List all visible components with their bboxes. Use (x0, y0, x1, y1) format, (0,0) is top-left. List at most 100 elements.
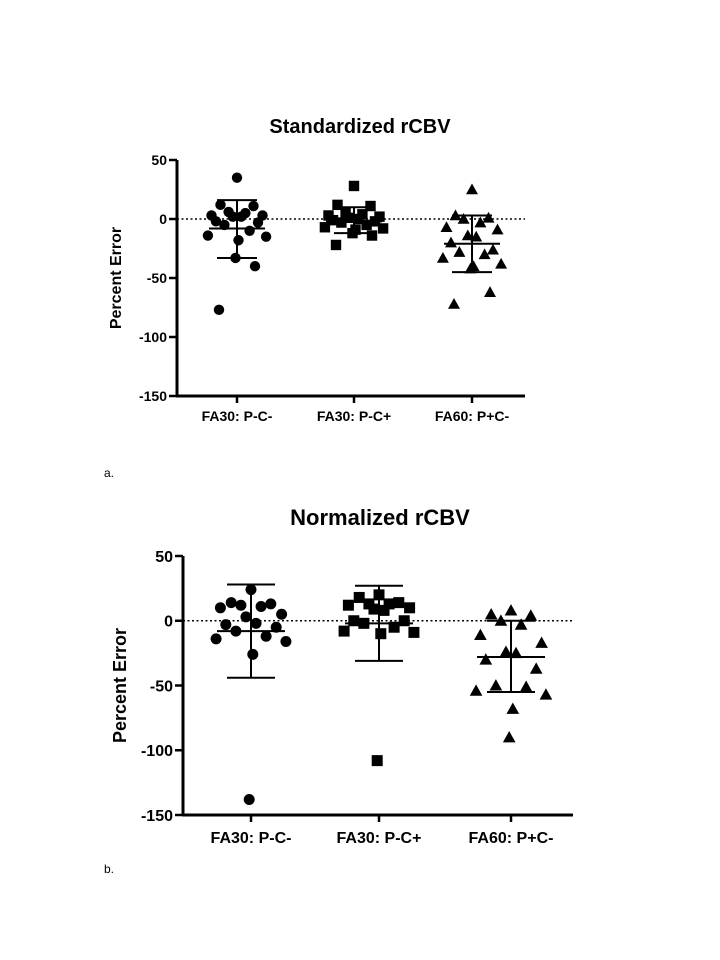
data-point-square (408, 626, 420, 638)
data-point-square (373, 589, 385, 601)
data-point-triangle (436, 251, 449, 263)
data-point-square (330, 239, 342, 251)
data-point-triangle (529, 662, 543, 674)
data-point-triangle (478, 248, 491, 260)
data-point-triangle (449, 209, 462, 221)
y-tick-label: -50 (147, 270, 167, 286)
data-point-square (388, 621, 400, 633)
data-point-triangle (474, 216, 487, 228)
data-point-circle (244, 225, 255, 236)
data-point-square (336, 217, 347, 228)
data-point-square (332, 199, 343, 211)
data-point-triangle (495, 257, 508, 269)
data-point-triangle (524, 609, 538, 621)
data-point-circle (260, 630, 272, 642)
data-point-square (342, 599, 354, 611)
y-tick-label: -100 (139, 329, 167, 345)
data-point-square (369, 216, 381, 227)
data-point-circle (245, 584, 257, 596)
y-axis-label: Percent Error (108, 227, 125, 329)
data-point-square (361, 219, 372, 231)
y-tick-label: 50 (155, 549, 173, 566)
x-tick-label: FA60: P+C- (435, 408, 510, 424)
x-tick-label: FA30: P-C- (211, 830, 292, 847)
data-point-triangle (491, 223, 504, 235)
data-point-triangle (448, 297, 460, 309)
data-point-triangle (514, 618, 528, 630)
data-point-square (365, 200, 376, 212)
chart-standardized-rcbv: Standardized rCBV 50 0 -50 -100 -150 Percent E… (108, 116, 525, 424)
data-point-triangle (479, 653, 493, 665)
data-point-square (377, 223, 389, 234)
chart-title: Standardized rCBV (269, 116, 451, 138)
data-point-square (353, 591, 365, 603)
data-point-circle (250, 617, 262, 629)
data-point-circle (210, 216, 222, 227)
data-point-circle (230, 625, 242, 637)
caption-b: b. (104, 862, 115, 876)
data-point-circle (243, 793, 255, 805)
x-tick-label: FA30: P-C+ (337, 830, 422, 847)
data-point-circle (265, 598, 277, 610)
y-tick-label: 0 (164, 614, 173, 631)
data-point-circle (249, 261, 261, 272)
data-point-square (338, 625, 350, 637)
data-point-square (348, 615, 360, 627)
data-point-triangle (535, 636, 548, 648)
chart-normalized-rcbv: Normalized rCBV 50 0 -50 -100 -150 Percent Err… (110, 505, 573, 847)
data-point-square (319, 222, 331, 233)
data-point-triangle (469, 684, 483, 696)
y-tick-label: -150 (139, 388, 167, 404)
data-point-triangle (464, 262, 477, 274)
data-point-square (353, 213, 364, 225)
data-point-triangle (487, 243, 499, 255)
data-point-triangle (457, 213, 470, 224)
data-point-circle (214, 602, 226, 614)
data-point-square (344, 212, 355, 224)
data-point-circle (210, 633, 222, 645)
data-point-square (368, 603, 380, 615)
data-point-triangle (494, 614, 508, 626)
data-point-square (366, 230, 378, 241)
data-point-square (398, 615, 410, 627)
data-point-circle (235, 599, 247, 611)
data-point-triangle (482, 211, 495, 223)
x-tick-label: FA30: P-C+ (317, 408, 391, 424)
data-point-circle (215, 199, 226, 211)
caption-a: a. (104, 466, 115, 480)
data-point-square (358, 617, 370, 629)
x-tick-label: FA30: P-C- (202, 408, 273, 424)
data-point-triangle (440, 221, 453, 233)
data-point-circle (252, 217, 264, 228)
data-point-circle (220, 619, 232, 631)
data-point-triangle (502, 730, 516, 743)
data-point-square (375, 628, 387, 640)
data-point-circle (219, 219, 230, 231)
data-point-triangle (489, 679, 503, 691)
data-point-triangle (506, 702, 520, 714)
data-point-circle (202, 230, 214, 241)
data-point-triangle (466, 183, 478, 195)
data-point-circle (230, 252, 241, 264)
chart-title: Normalized rCBV (290, 505, 470, 530)
data-point-square (378, 604, 390, 616)
data-point-circle (213, 304, 225, 316)
y-tick-label: 50 (151, 152, 167, 168)
data-point-circle (231, 172, 243, 183)
data-point-circle (280, 635, 292, 647)
data-point-triangle (470, 230, 483, 242)
data-point-circle (240, 611, 252, 623)
data-point-circle (247, 648, 259, 660)
data-point-square (327, 214, 339, 226)
data-point-circle (255, 601, 267, 613)
data-point-triangle (484, 286, 496, 297)
data-point-circle (260, 231, 272, 242)
data-point-circle (227, 211, 238, 222)
data-point-triangle (509, 646, 523, 659)
data-point-square (383, 598, 395, 610)
data-point-circle (236, 211, 247, 222)
data-point-triangle (504, 604, 518, 616)
y-tick-label: -50 (150, 678, 173, 695)
data-point-square (348, 180, 360, 192)
data-point-square (404, 602, 416, 614)
